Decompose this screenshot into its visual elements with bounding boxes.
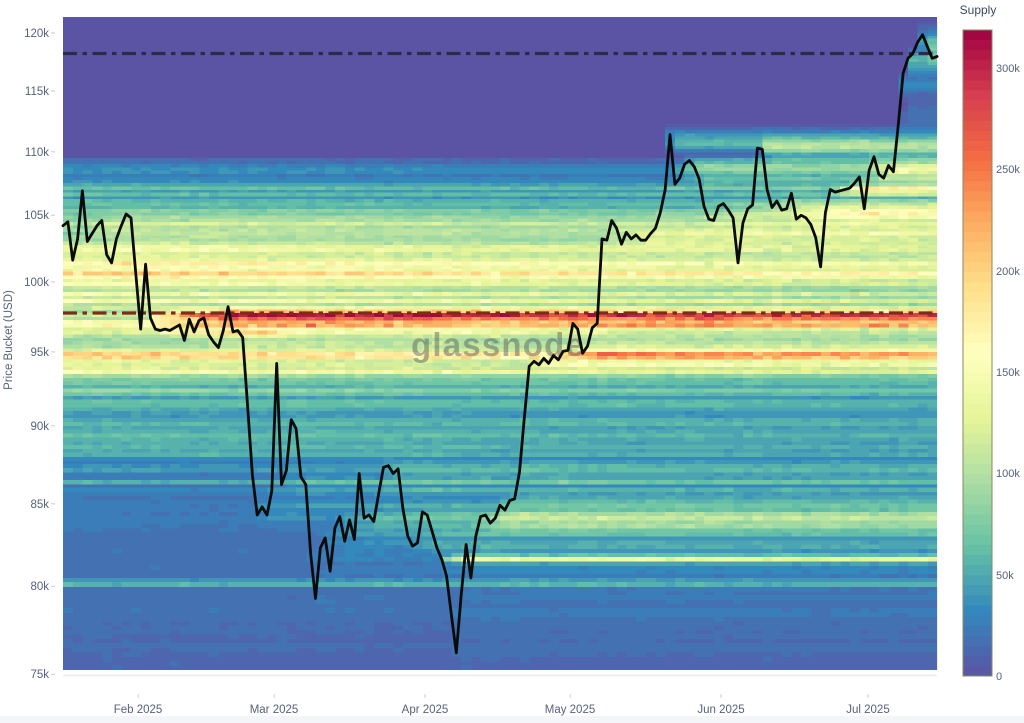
svg-text:80k: 80k	[30, 581, 49, 593]
svg-text:Supply: Supply	[960, 3, 997, 17]
svg-text:300k: 300k	[996, 63, 1020, 75]
svg-text:250k: 250k	[996, 164, 1020, 176]
svg-text:85k: 85k	[30, 499, 49, 511]
svg-text:150k: 150k	[996, 367, 1020, 379]
svg-text:Apr 2025: Apr 2025	[402, 704, 449, 716]
svg-text:105k: 105k	[24, 210, 49, 222]
svg-text:Mar 2025: Mar 2025	[250, 704, 299, 716]
svg-text:200k: 200k	[996, 266, 1020, 278]
svg-text:115k: 115k	[25, 86, 49, 98]
svg-text:Feb 2025: Feb 2025	[114, 704, 163, 716]
svg-text:95k: 95k	[30, 347, 49, 359]
svg-text:50k: 50k	[996, 570, 1014, 582]
svg-text:Jul 2025: Jul 2025	[846, 704, 889, 716]
svg-text:May 2025: May 2025	[545, 704, 596, 716]
svg-text:120k: 120k	[24, 28, 49, 40]
svg-text:75k: 75k	[30, 669, 49, 681]
svg-text:Price Bucket (USD): Price Bucket (USD)	[3, 290, 15, 390]
svg-text:110k: 110k	[25, 147, 49, 159]
svg-text:90k: 90k	[30, 421, 49, 433]
svg-text:Jun 2025: Jun 2025	[697, 704, 744, 716]
svg-text:100k: 100k	[996, 468, 1020, 480]
svg-text:0: 0	[996, 671, 1002, 683]
svg-text:100k: 100k	[24, 277, 49, 289]
